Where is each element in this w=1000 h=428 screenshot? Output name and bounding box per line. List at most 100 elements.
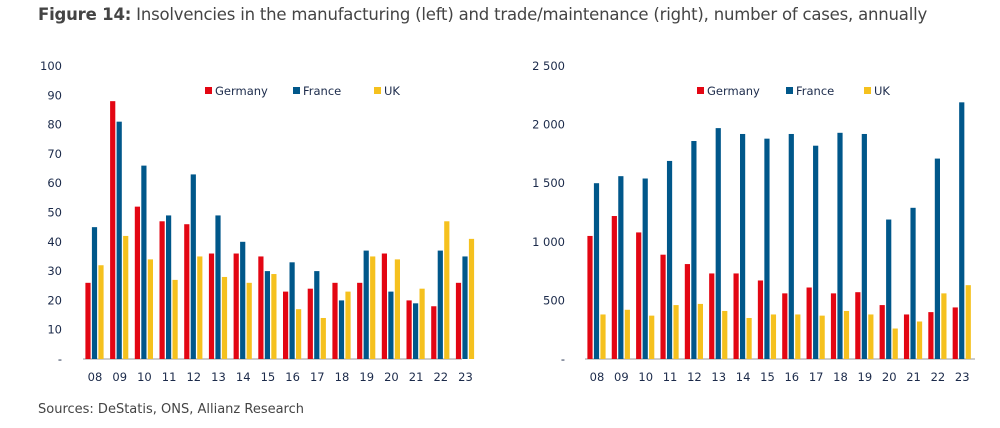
x-tick-label: 11 (162, 370, 177, 384)
bar-uk (868, 314, 874, 359)
bar-france (338, 300, 345, 359)
bar-france (215, 215, 221, 359)
bar-uk (172, 279, 178, 359)
bar-uk (370, 256, 376, 359)
x-tick-label: 15 (261, 370, 276, 384)
x-tick-label: 18 (833, 370, 848, 384)
legend-swatch-france (293, 87, 300, 94)
bar-germany (283, 291, 289, 359)
x-tick-label: 16 (784, 370, 799, 384)
bar-france (788, 133, 794, 359)
y-tick-label: 50 (47, 206, 62, 220)
bar-france (91, 227, 98, 359)
x-tick-label: 20 (882, 370, 897, 384)
x-tick-label: 13 (211, 370, 226, 384)
bar-germany (258, 256, 264, 359)
bar-germany (830, 293, 837, 359)
x-tick-label: 09 (614, 370, 629, 384)
bar-germany (879, 305, 885, 359)
bar-uk (770, 314, 777, 359)
bar-uk (271, 274, 277, 359)
x-tick-label: 22 (931, 370, 946, 384)
bar-germany (684, 264, 690, 359)
bar-france (691, 141, 697, 359)
bar-france (934, 158, 940, 359)
y-tick-label: 1 500 (532, 176, 565, 190)
bar-uk (123, 235, 129, 359)
bar-uk (819, 315, 825, 359)
bar-france (388, 291, 394, 359)
bar-germany (357, 282, 363, 359)
bar-uk (345, 291, 351, 359)
bar-germany (709, 273, 715, 359)
figure-title: Figure 14: Insolvencies in the manufactu… (38, 5, 927, 24)
bar-france (593, 183, 600, 359)
x-tick-label: 20 (384, 370, 399, 384)
bar-germany (855, 292, 861, 359)
bar-uk (916, 321, 923, 359)
y-tick-label: 20 (47, 293, 62, 307)
bar-france (462, 256, 468, 359)
bar-uk (419, 288, 425, 359)
x-tick-label: 19 (359, 370, 374, 384)
y-tick-label: 40 (47, 235, 62, 249)
x-tick-label: 08 (88, 370, 103, 384)
x-tick-label: 18 (335, 370, 350, 384)
legend-swatch-france (786, 87, 793, 94)
bar-uk (697, 303, 703, 359)
bar-france (715, 128, 721, 359)
bar-uk (468, 238, 475, 359)
x-tick-label: 12 (186, 370, 201, 384)
bar-france (240, 241, 246, 359)
y-tick-label: - (561, 352, 565, 366)
bar-germany (184, 224, 190, 359)
y-tick-label: 500 (543, 293, 565, 307)
bar-germany (208, 253, 215, 359)
bar-france (190, 174, 196, 359)
bar-germany (903, 314, 910, 359)
bar-france (886, 219, 892, 359)
bar-germany (587, 235, 593, 359)
bar-uk (649, 315, 655, 359)
y-tick-label: 60 (47, 176, 62, 190)
y-tick-label: 90 (47, 88, 62, 102)
bar-france (666, 160, 673, 359)
bar-uk (722, 310, 728, 359)
bar-germany (307, 288, 313, 359)
bar-germany (660, 254, 666, 359)
legend-label-france: France (796, 84, 834, 98)
figure-caption: Insolvencies in the manufacturing (left)… (131, 5, 928, 24)
x-tick-label: 17 (310, 370, 325, 384)
bar-germany (85, 282, 91, 359)
y-tick-label: 1 000 (532, 235, 565, 249)
y-tick-label: 2 000 (532, 118, 565, 132)
bar-france (289, 262, 295, 359)
bar-france (363, 250, 369, 359)
x-tick-label: 17 (809, 370, 824, 384)
bar-germany (782, 293, 788, 359)
x-tick-label: 16 (285, 370, 300, 384)
bar-germany (406, 300, 412, 359)
bar-france (618, 176, 624, 359)
bar-france (264, 271, 270, 359)
legend-swatch-germany (697, 87, 704, 94)
bar-france (740, 133, 746, 359)
bar-germany (431, 306, 437, 359)
x-tick-label: 11 (663, 370, 678, 384)
bar-france (141, 165, 147, 359)
bar-germany (952, 307, 958, 359)
bar-uk (394, 259, 400, 359)
legend-swatch-uk (864, 87, 871, 94)
bar-france (813, 145, 819, 359)
x-tick-label: 19 (858, 370, 873, 384)
x-tick-label: 15 (760, 370, 775, 384)
bar-uk (965, 285, 971, 359)
bar-uk (600, 314, 606, 359)
bar-france (437, 250, 443, 359)
bar-germany (134, 206, 140, 359)
bar-france (910, 207, 916, 359)
y-tick-label: 2 500 (532, 59, 565, 73)
bar-germany (733, 273, 739, 359)
bar-uk (246, 282, 252, 359)
bar-germany (332, 282, 338, 359)
